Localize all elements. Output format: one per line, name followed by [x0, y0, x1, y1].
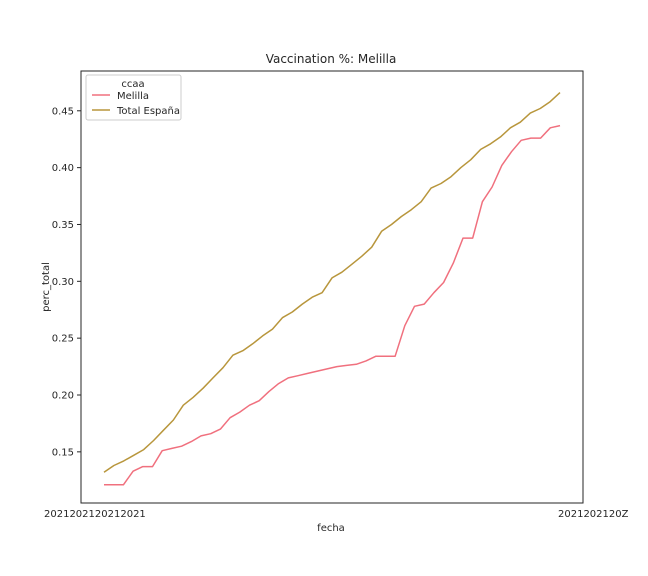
y-tick-label-0: 0.15: [52, 447, 74, 458]
y-tick-label-6: 0.45: [52, 106, 74, 117]
x-tick-labels-right: 2021202120Z: [558, 509, 629, 520]
y-axis-ticks: 0.15 0.20 0.25 0.30 0.35 0.40 0.45: [52, 106, 81, 458]
y-tick-label-3: 0.30: [52, 277, 74, 288]
series-line-melilla: [104, 124, 561, 486]
legend-label-melilla: Melilla: [117, 91, 149, 102]
y-axis-label: perc_total: [41, 262, 52, 312]
legend-label-total-espana: Total España: [116, 106, 180, 117]
plot-frame: [80, 70, 584, 504]
chart-title: Vaccination %: Melilla: [266, 52, 397, 66]
series-lines: [103, 92, 561, 486]
x-tick-labels-left: 2021202120212021: [44, 509, 146, 520]
y-tick-label-5: 0.40: [52, 163, 74, 174]
y-tick-label-4: 0.35: [52, 220, 74, 231]
series-line-total-espa-a: [103, 92, 561, 473]
y-tick-label-1: 0.20: [52, 391, 74, 402]
x-axis-label: fecha: [317, 523, 345, 534]
legend-box: [85, 74, 182, 121]
legend: ccaa Melilla Total España: [85, 74, 182, 121]
legend-title: ccaa: [121, 79, 144, 90]
y-tick-label-2: 0.25: [52, 334, 74, 345]
